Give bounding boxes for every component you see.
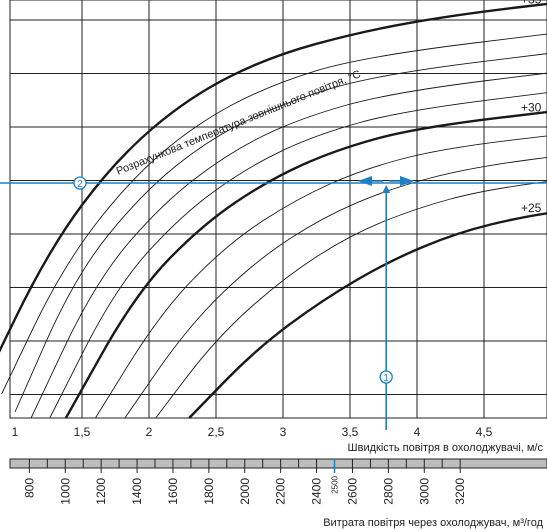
marker-2-circle (73, 176, 87, 190)
x-axis-label: Швидкість повітря в охолоджувачі, м/с (348, 442, 544, 454)
flow-marker-label: 2500 (331, 475, 340, 493)
x2-tick-label: 1600 (166, 478, 180, 505)
x-tick-label: 4 (414, 425, 421, 439)
arrow-right-icon (400, 176, 414, 186)
x2-tick-label: 1000 (58, 478, 72, 505)
temperature-curve (188, 212, 547, 419)
x2-tick-label: 1800 (202, 478, 216, 505)
curve-temp-label: +35 (521, 0, 542, 7)
flow-scale-bar (9, 458, 547, 469)
x2-tick-label: 1400 (130, 478, 144, 505)
x-tick-label: 3,5 (342, 425, 359, 439)
arrow-left-icon (358, 176, 372, 186)
x-tick-label: 4,5 (476, 425, 493, 439)
temperature-curve (30, 72, 547, 419)
curve-temp-label: +30 (521, 101, 542, 115)
x-tick-label: 1 (12, 425, 19, 439)
temperature-curve (124, 156, 547, 419)
temperature-curve (155, 181, 547, 419)
marker-1-circle (379, 370, 393, 384)
x-tick-label: 3 (280, 425, 287, 439)
curve-temp-label: +25 (521, 201, 542, 215)
x2-tick-label: 2400 (310, 478, 324, 505)
temperature-curve (0, 2, 547, 353)
x2-tick-label: 800 (22, 478, 36, 498)
temperature-curve (49, 92, 547, 419)
curve-label: Розрахункова температура зовнішнього пов… (115, 68, 363, 177)
x2-tick-label: 2600 (345, 478, 359, 505)
x-tick-label: 1,5 (74, 425, 91, 439)
temperature-curve (95, 135, 547, 419)
x2-tick-label: 2200 (274, 478, 288, 505)
arrow-up-icon (382, 185, 391, 193)
guide-lines: 21 (0, 176, 547, 430)
temperature-curve (1, 33, 547, 395)
x-tick-label: 2 (146, 425, 153, 439)
x2-axis-label: Витрата повітря через охолоджувач, м³/го… (323, 517, 543, 529)
x2-tick-label: 2800 (381, 478, 395, 505)
chart-axes: 11,522,533,544,5580010001200140016001800… (9, 425, 547, 505)
plot-frame (9, 0, 547, 419)
marker-1-label: 1 (383, 373, 389, 384)
chart-grid (9, 0, 547, 419)
x-tick-label: 2,5 (208, 425, 225, 439)
x2-tick-label: 3000 (417, 478, 431, 505)
marker-2-label: 2 (77, 179, 83, 190)
temperature-curves: +25 +30 +35 (0, 0, 547, 419)
temperature-curve (64, 110, 547, 419)
x2-tick-label: 3200 (453, 478, 467, 505)
x2-tick-label: 1200 (94, 478, 108, 505)
temperature-curve (14, 53, 547, 413)
x2-tick-label: 2000 (238, 478, 252, 505)
